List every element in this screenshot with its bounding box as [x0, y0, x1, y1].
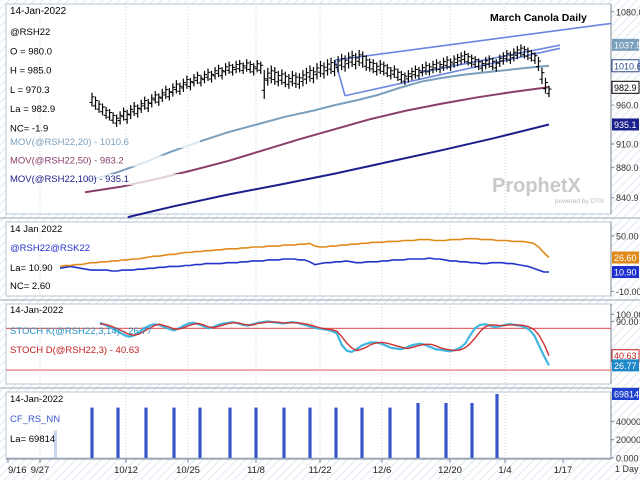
- panel-date: 14-Jan-2022: [10, 6, 67, 17]
- value-marker: [612, 388, 639, 401]
- legend-entry: @RSH22@RSK22: [10, 243, 90, 254]
- ohlc-label: H = 985.0: [10, 66, 51, 77]
- value-label: La= 69814: [10, 434, 55, 445]
- legend-entry: MOV(@RSH22,50) - 983.2: [10, 156, 124, 167]
- x-tick-label: 1/17: [554, 465, 573, 476]
- commitment-bar: [360, 407, 364, 458]
- x-tick-label: 11/22: [308, 465, 331, 476]
- commitment-bar: [90, 407, 94, 458]
- commitment-bar: [228, 407, 232, 458]
- ohlc-label: NC= -1.9: [10, 124, 48, 135]
- watermark-logo: ProphetX: [492, 175, 582, 197]
- panel-date: 14 Jan 2022: [10, 224, 62, 235]
- commitment-bar-faded: [54, 430, 57, 458]
- ohlc-label: @RSH22: [10, 27, 50, 38]
- y-tick-label: 20000: [616, 435, 640, 445]
- x-tick-label: 10/25: [176, 465, 200, 476]
- y-tick-label: 0.000: [616, 454, 639, 464]
- y-tick-label: 1080.0: [616, 7, 640, 17]
- value-marker: [612, 266, 639, 279]
- commitment-bar: [334, 407, 338, 458]
- y-tick-label: 1010.6: [614, 61, 640, 71]
- panel-date: 14-Jan-2022: [10, 305, 63, 316]
- spread-line: [59, 237, 550, 268]
- value-marker: [612, 251, 639, 264]
- y-tick-label: 910.0: [616, 140, 639, 150]
- ohlc-label: La = 982.9: [10, 104, 55, 115]
- y-tick-label: 69814: [614, 390, 639, 400]
- y-tick-label: 935.1: [614, 120, 637, 130]
- x-tick-label: 10/12: [114, 465, 138, 476]
- y-tick-label: 100.00: [616, 310, 640, 320]
- value-marker: [612, 359, 639, 372]
- ohlc-label: O = 980.0: [10, 46, 52, 57]
- commitment-bar: [282, 407, 286, 458]
- trend-line: [334, 22, 612, 61]
- y-tick-label: 90.00: [616, 317, 639, 327]
- y-tick-label: 960.0: [616, 101, 639, 111]
- x-tick-label: 1/4: [498, 465, 511, 476]
- y-tick-label: 50.00: [616, 231, 639, 241]
- watermark-tagline: powered by DTN: [555, 198, 604, 205]
- commitment-bar: [116, 407, 120, 458]
- value-marker: [612, 38, 639, 51]
- trend-line: [334, 59, 346, 96]
- moving-average-line: [127, 123, 550, 219]
- value-label: La= 10.90: [10, 263, 53, 274]
- commitment-bar: [388, 407, 392, 458]
- value-marker: [611, 80, 640, 94]
- commitment-bar: [416, 403, 420, 458]
- stochastic-line: [100, 321, 550, 356]
- y-tick-label: 880.0: [616, 163, 639, 173]
- y-tick-label: 840.9: [616, 193, 639, 203]
- period-label: 1 Day: [615, 464, 639, 474]
- x-tick-label: 9/27: [31, 465, 50, 476]
- y-tick-label: 10.90: [614, 268, 637, 278]
- x-tick-label: 11/8: [247, 465, 265, 476]
- moving-average-line: [84, 64, 550, 183]
- y-tick-label: 26.60: [614, 253, 637, 263]
- commitment-bar: [172, 407, 176, 458]
- panel-frame: [5, 303, 612, 385]
- y-tick-label: 1037.5: [614, 40, 640, 50]
- panel-date: 14-Jan-2022: [10, 394, 63, 405]
- chart-title: March Canola Daily: [490, 12, 587, 24]
- y-tick-label: 982.9: [614, 83, 637, 93]
- y-tick-label: 40000: [616, 417, 640, 427]
- y-tick-label: 26.77: [614, 361, 637, 371]
- legend-backdrop: [10, 137, 200, 148]
- commitment-bar: [495, 394, 499, 458]
- legend-entry: MOV(@RSH22,20) - 1010.6: [10, 137, 129, 148]
- commitment-bar: [308, 407, 312, 458]
- x-tick-label: 12/6: [373, 465, 392, 476]
- value-marker: [612, 118, 639, 131]
- y-tick-label: -10.00: [616, 287, 640, 297]
- legend-entry: STOCH K(@RSH22,3,14) - 26.77: [10, 326, 152, 337]
- legend-entry: CF_RS_NN: [10, 414, 60, 425]
- legend-entry: MOV(@RSH22,100) - 935.1: [10, 174, 129, 185]
- legend-backdrop: [10, 155, 200, 167]
- ohlc-label: L = 970.3: [10, 85, 50, 96]
- commitment-bar: [144, 407, 148, 458]
- commitment-bar: [470, 403, 474, 458]
- y-tick-label: 40.63: [614, 351, 637, 361]
- x-tick-label: 9/16: [8, 465, 27, 476]
- value-marker: [611, 59, 640, 73]
- panel-frame: [5, 221, 612, 297]
- value-label: NC= 2.60: [10, 281, 50, 292]
- commitment-bar: [254, 407, 258, 458]
- spread-line: [59, 257, 550, 273]
- x-tick-label: 12/20: [438, 465, 462, 476]
- legend-backdrop: [10, 174, 200, 185]
- commitment-bar: [198, 407, 202, 458]
- legend-entry: STOCH D(@RSH22,3) - 40.63: [10, 345, 139, 356]
- commitment-bar: [444, 403, 448, 458]
